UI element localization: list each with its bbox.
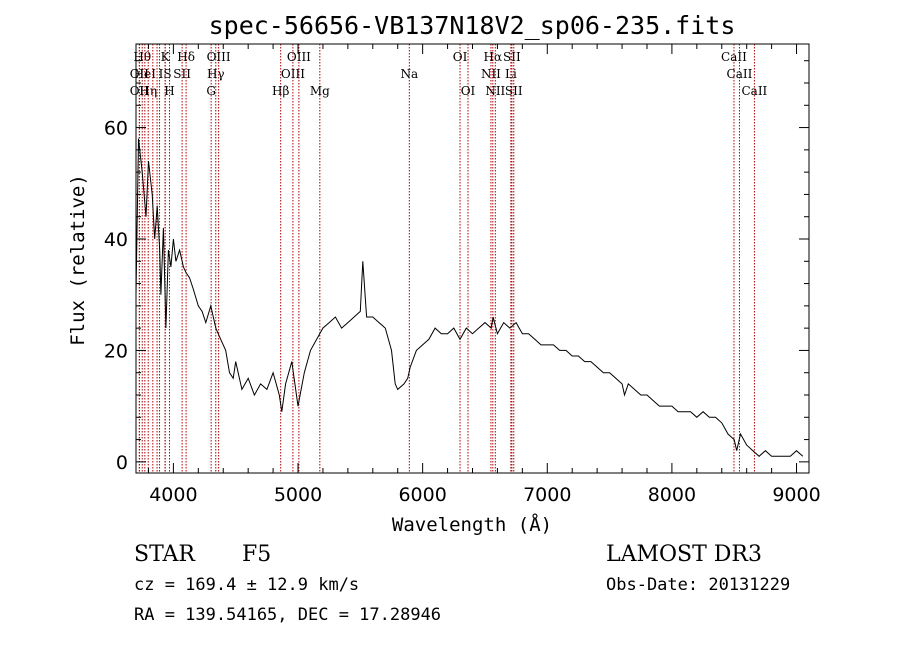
x-tick-label: 8000 [648,484,696,506]
line-marker-label: SII [503,50,521,64]
chart-title: spec-56656-VB137N18V2_sp06-235.fits [209,11,736,40]
plot-frame [135,43,810,474]
line-marker-label: SII [173,67,191,81]
line-marker-label: CaII [721,50,747,64]
plot-axes: 4000 5000 6000 7000 8000 9000 0 20 40 60 [104,43,821,506]
object-subclass: F5 [242,542,271,567]
line-marker-label: OIII [287,50,311,64]
x-axis-label: Wavelength (Å) [392,513,552,536]
line-marker-label: CaII [741,84,767,98]
line-marker-label: K [161,50,171,64]
line-markers: OIIOIIHθHeIHηKISHSIIHδGHγOIIIHβOIIIOIIIM… [130,44,768,473]
line-marker-label: CaII [727,67,753,81]
survey-name: LAMOST DR3 [606,542,762,567]
y-tick-label: 40 [104,229,128,251]
line-marker-label: Hη [139,84,157,98]
y-tick-label: 0 [116,452,128,474]
y-tick-label: 60 [104,118,128,140]
line-marker-label: OIII [281,67,305,81]
line-marker-label: OI [453,50,468,64]
line-marker-label: OIII [207,50,231,64]
y-tick-label: 20 [104,340,128,362]
line-marker-label: Hβ [272,84,289,98]
line-marker-label: IS [159,67,172,81]
line-marker-label: G [206,84,216,98]
line-marker-label: Hα [484,50,503,64]
line-marker-label: OI [461,84,476,98]
line-marker-label: Mg [310,84,330,98]
line-marker-label: Li [505,67,517,81]
spectrum-series-line [135,138,804,457]
y-axis-label: Flux (relative) [67,174,89,346]
line-marker-label: NII [481,67,501,81]
x-tick-label: 9000 [772,484,820,506]
spectrum-data [135,138,804,457]
line-marker-label: SII [505,84,523,98]
obs-date: Obs-Date: 20131229 [606,575,790,595]
redshift-info: cz = 169.4 ± 12.9 km/s [134,575,359,595]
line-marker-label: NII [485,84,505,98]
object-class: STAR [134,542,196,567]
x-tick-label: 4000 [149,484,197,506]
x-tick-label: 6000 [398,484,446,506]
x-tick-label: 7000 [523,484,571,506]
line-marker-label: HeI [134,67,157,81]
line-marker-label: Na [400,67,418,81]
coordinates: RA = 139.54165, DEC = 17.28946 [134,605,441,625]
x-tick-label: 5000 [274,484,322,506]
line-marker-label: H [164,84,174,98]
line-marker-label: Hγ [207,67,225,81]
line-marker-label: Hδ [177,50,195,64]
